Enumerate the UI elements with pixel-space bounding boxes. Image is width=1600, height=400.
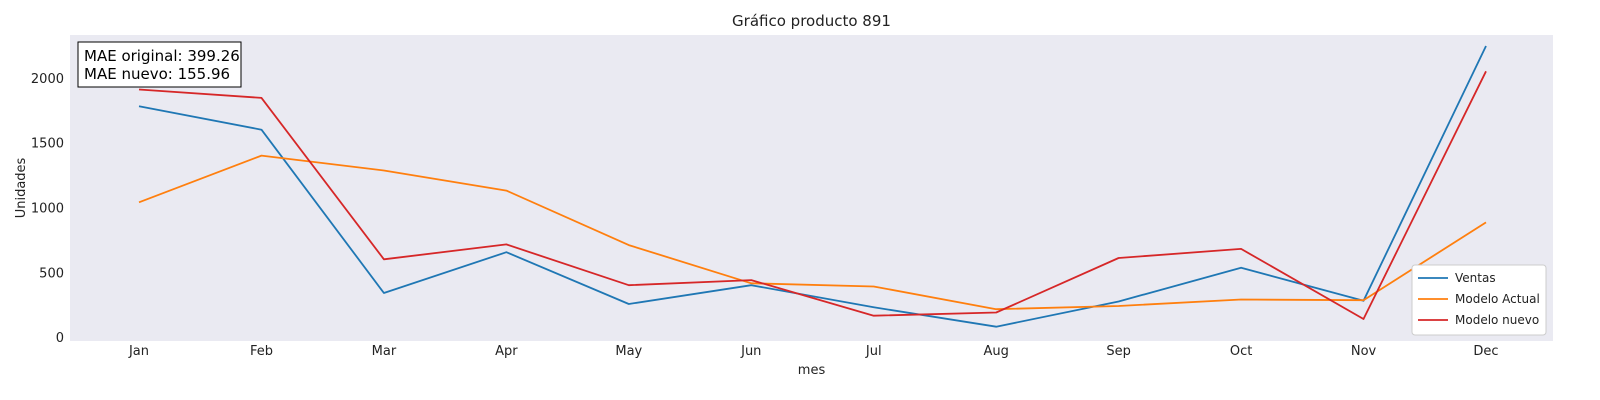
legend-box — [1411, 264, 1547, 336]
plot-area — [70, 35, 1553, 341]
x-tick-label: Nov — [1351, 344, 1377, 359]
mae-annotation-box — [77, 41, 242, 88]
x-tick-label: Dec — [1473, 344, 1498, 359]
y-tick-label: 1000 — [31, 201, 64, 216]
x-tick-label: Jul — [865, 344, 882, 359]
series-line — [138, 45, 1487, 328]
chart-title: Gráfico producto 891 — [732, 12, 891, 30]
x-axis: Jan Feb Mar Apr May Jun Jul Aug Sep Oct Nov Dec — [128, 344, 1499, 359]
x-axis-label: mes — [798, 363, 826, 378]
x-tick-label: May — [615, 344, 642, 359]
y-tick-label: 1500 — [31, 137, 64, 152]
y-tick-label: 500 — [39, 266, 64, 281]
x-tick-label: Oct — [1230, 344, 1252, 359]
x-tick-label: Sep — [1106, 344, 1131, 359]
legend-label: Modelo Actual — [1455, 292, 1540, 306]
y-tick-label: 2000 — [31, 72, 64, 87]
legend: Ventas Modelo Actual Modelo nuevo — [1411, 264, 1547, 336]
mae-original-text: MAE original: 399.26 — [84, 47, 240, 65]
y-tick-label: 0 — [56, 331, 64, 346]
x-tick-label: Jun — [740, 344, 761, 359]
x-tick-label: Jan — [128, 344, 149, 359]
y-axis-label: Unidades — [14, 157, 29, 218]
series-line — [138, 70, 1487, 320]
mae-annotation: MAE original: 399.26 MAE nuevo: 155.96 — [77, 41, 242, 88]
legend-label: Modelo nuevo — [1455, 313, 1539, 327]
x-tick-label: Mar — [372, 344, 397, 359]
x-tick-label: Apr — [495, 344, 518, 359]
x-tick-label: Feb — [250, 344, 273, 359]
series-line — [138, 154, 1487, 311]
x-tick-label: Aug — [983, 344, 1008, 359]
legend-label: Ventas — [1455, 271, 1496, 285]
mae-nuevo-text: MAE nuevo: 155.96 — [84, 65, 230, 83]
y-axis: 0 500 1000 1500 2000 — [31, 72, 64, 346]
series-lines — [138, 45, 1487, 328]
